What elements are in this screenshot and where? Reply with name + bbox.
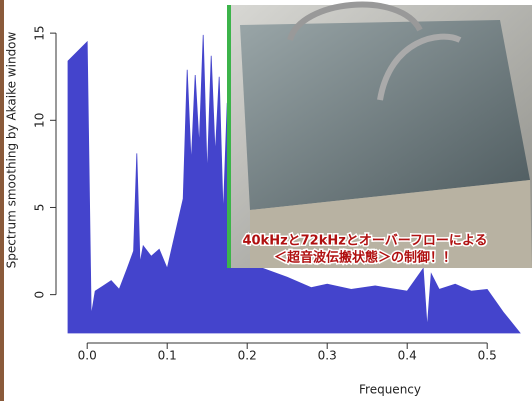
x-tick-label: 0.3 <box>318 349 337 363</box>
y-tick-label: 5 <box>33 204 47 212</box>
caption: ＜超音波伝搬状態＞の制御！！ <box>274 250 456 266</box>
tank-front <box>250 180 532 268</box>
x-tick-label: 0.1 <box>158 349 177 363</box>
tank-water <box>240 20 530 210</box>
hose <box>287 1 423 42</box>
caption: 40kHzと72kHzとオーバーフローによる <box>242 234 487 249</box>
y-tick-label: 15 <box>33 25 47 40</box>
x-tick-label: 0.4 <box>398 349 417 363</box>
photo-edge <box>227 5 231 268</box>
y-tick-label: 10 <box>33 113 47 128</box>
plot: 0 5 10 15 0.0 0.1 0.2 0.3 0.4 0.5 <box>33 25 521 363</box>
x-axis-label: Frequency <box>359 383 421 397</box>
x-tick-label: 0.5 <box>478 349 497 363</box>
left-border <box>0 0 4 401</box>
area <box>67 34 521 334</box>
photo: 40kHzと72kHzとオーバーフローによる ＜超音波伝搬状態＞の制御！！ <box>227 1 532 268</box>
y-axis-label: Spectrum smoothing by Akaike window <box>5 31 19 268</box>
x-tick-label: 0.2 <box>238 349 257 363</box>
hose <box>377 33 462 101</box>
y-tick-label: 0 <box>33 291 47 299</box>
x-tick-label: 0.0 <box>78 349 97 363</box>
